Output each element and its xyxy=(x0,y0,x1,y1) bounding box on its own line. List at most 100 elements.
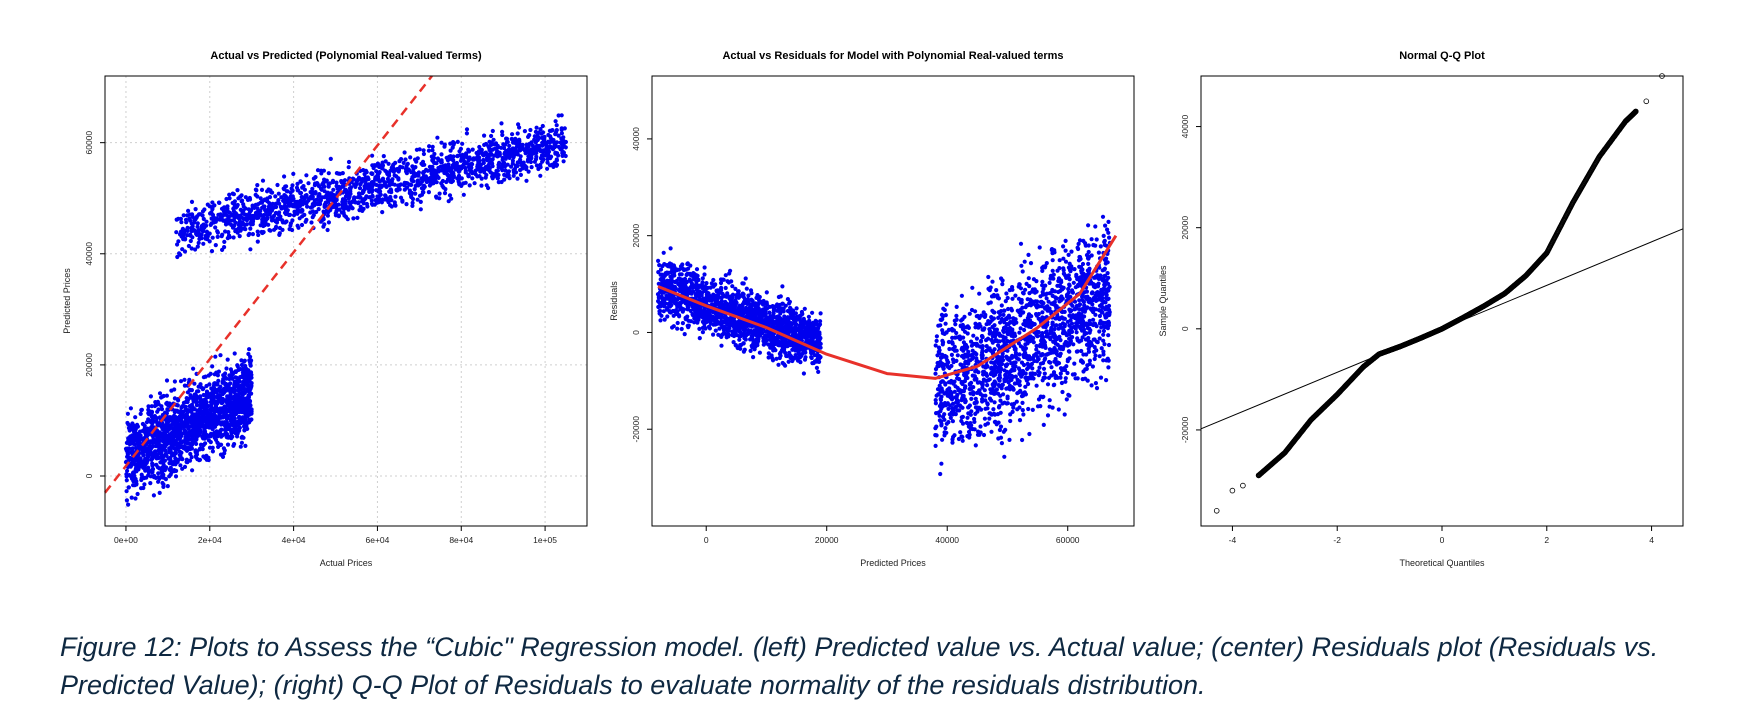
data-point xyxy=(195,221,200,226)
data-point xyxy=(477,144,482,150)
data-point xyxy=(807,318,812,323)
data-point xyxy=(209,216,214,221)
data-point xyxy=(222,239,227,244)
data-point xyxy=(325,213,330,218)
data-point xyxy=(176,418,181,423)
data-point xyxy=(302,212,307,217)
data-point xyxy=(784,343,789,348)
data-point xyxy=(426,190,431,195)
data-point xyxy=(342,178,348,183)
data-point xyxy=(270,206,275,211)
data-point xyxy=(793,311,799,316)
data-point xyxy=(209,396,214,401)
data-point xyxy=(816,323,822,328)
data-point xyxy=(287,212,293,217)
data-point xyxy=(546,139,551,144)
data-point xyxy=(144,428,149,433)
data-point xyxy=(128,406,133,411)
data-point xyxy=(533,129,539,134)
data-point xyxy=(780,284,785,289)
data-point xyxy=(222,451,227,456)
data-point xyxy=(185,398,190,403)
data-point xyxy=(193,453,199,458)
data-point xyxy=(680,321,686,326)
data-point xyxy=(302,196,307,202)
data-point xyxy=(290,188,295,193)
data-point xyxy=(233,431,238,436)
data-point xyxy=(256,215,261,220)
data-point xyxy=(150,444,155,449)
data-point xyxy=(426,148,431,153)
data-point xyxy=(453,162,459,167)
data-point xyxy=(687,288,693,294)
data-point xyxy=(770,304,775,309)
data-point xyxy=(138,411,143,416)
data-point xyxy=(208,371,213,376)
data-point xyxy=(458,158,463,163)
data-point xyxy=(218,452,224,457)
data-point xyxy=(518,172,524,177)
data-point xyxy=(538,173,543,178)
data-point xyxy=(470,176,475,181)
data-point xyxy=(129,427,134,432)
data-point xyxy=(200,387,205,392)
data-point xyxy=(419,161,424,166)
data-point xyxy=(310,215,315,220)
data-point xyxy=(164,378,170,383)
data-point xyxy=(670,267,675,272)
data-point xyxy=(483,166,488,172)
data-point xyxy=(198,416,203,421)
data-point xyxy=(190,468,195,473)
data-point xyxy=(261,230,266,235)
data-point xyxy=(155,432,160,437)
data-point xyxy=(339,179,344,184)
data-point xyxy=(243,363,248,369)
data-point xyxy=(291,202,296,207)
data-point xyxy=(133,496,138,501)
data-point xyxy=(223,222,229,227)
data-point xyxy=(193,448,198,453)
data-point xyxy=(780,301,786,306)
data-point xyxy=(213,225,218,230)
data-point xyxy=(300,185,305,190)
data-point xyxy=(812,322,817,327)
data-point xyxy=(552,145,557,150)
data-point xyxy=(222,374,227,379)
data-point xyxy=(554,128,559,133)
data-point xyxy=(176,398,181,403)
data-point xyxy=(156,471,161,476)
data-point xyxy=(247,407,252,412)
data-point xyxy=(202,428,207,434)
data-point xyxy=(761,301,766,306)
data-point xyxy=(370,194,375,199)
data-point xyxy=(757,298,762,303)
data-point xyxy=(390,177,395,182)
data-point xyxy=(316,207,321,212)
data-point xyxy=(193,207,198,212)
data-point xyxy=(466,165,471,170)
data-point xyxy=(461,192,466,197)
data-point xyxy=(189,455,194,460)
data-point xyxy=(167,474,172,479)
data-point xyxy=(233,388,238,393)
data-point xyxy=(222,422,227,427)
data-point xyxy=(659,294,664,299)
data-point xyxy=(722,326,727,332)
data-point xyxy=(150,456,155,461)
data-point xyxy=(346,159,352,165)
data-point xyxy=(814,365,820,370)
data-point xyxy=(549,154,554,159)
data-point xyxy=(298,198,303,203)
data-point xyxy=(172,469,177,474)
data-point xyxy=(455,139,460,144)
data-point xyxy=(208,403,213,408)
data-point xyxy=(757,294,762,300)
data-point xyxy=(250,203,255,208)
data-point xyxy=(371,180,376,185)
data-point xyxy=(281,198,286,203)
data-point xyxy=(725,291,730,296)
data-point xyxy=(317,201,323,207)
data-point xyxy=(528,127,533,133)
data-point xyxy=(801,371,807,376)
data-point xyxy=(166,423,171,428)
